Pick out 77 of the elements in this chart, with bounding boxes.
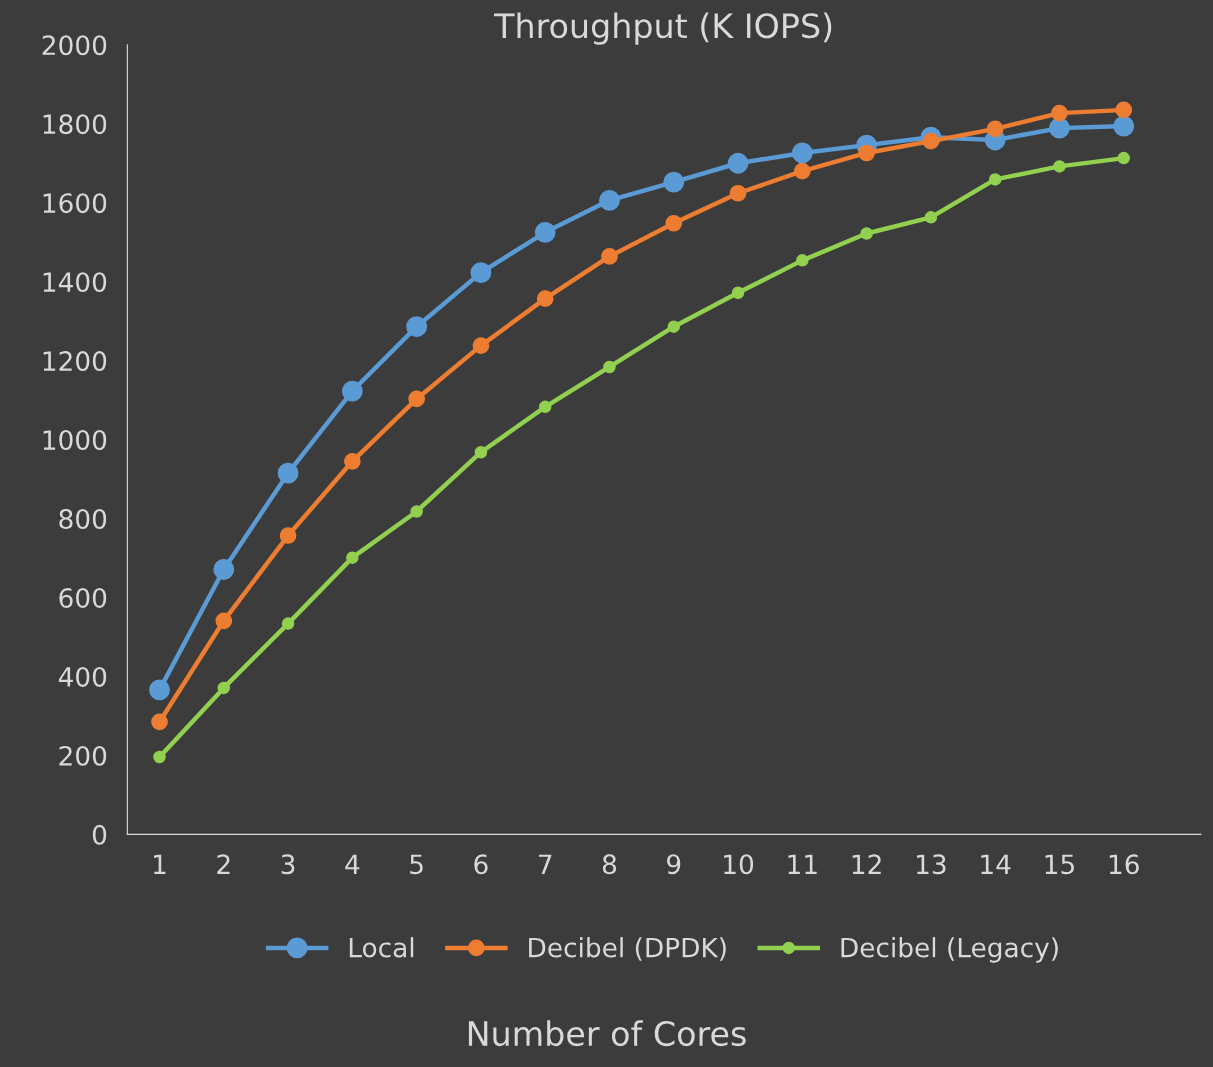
- x-tick-label: 16: [1109, 854, 1139, 875]
- x-tick-label: 4: [345, 854, 360, 874]
- point: [858, 144, 875, 162]
- point: [727, 152, 749, 174]
- point: [410, 505, 423, 518]
- y-tick-label: 1000: [43, 430, 107, 450]
- x-tick-label: 1: [154, 854, 166, 874]
- x-tick-label: 13: [917, 854, 946, 875]
- point: [474, 445, 488, 459]
- point: [922, 132, 940, 150]
- y-tick-label: 2000: [42, 35, 107, 56]
- point: [281, 617, 295, 630]
- x-tick-label: 7: [538, 854, 552, 874]
- point: [277, 462, 299, 484]
- point: [986, 120, 1004, 138]
- point: [344, 452, 361, 470]
- x-tick-label: 12: [852, 854, 881, 874]
- y-tick-label: 1800: [43, 114, 107, 135]
- point: [791, 142, 813, 164]
- point: [1115, 101, 1133, 119]
- point: [1051, 104, 1068, 122]
- point: [215, 612, 233, 630]
- point: [1117, 151, 1130, 165]
- point: [536, 290, 554, 307]
- point: [1053, 160, 1066, 173]
- x-tick-label: 9: [667, 854, 681, 875]
- point: [217, 681, 231, 695]
- point: [665, 214, 683, 232]
- point: [924, 211, 938, 224]
- y-tick-label: 400: [58, 666, 107, 687]
- legend-label: Decibel (Legacy): [841, 937, 1058, 963]
- point: [663, 171, 685, 193]
- x-axis-title: Number of Cores: [468, 1020, 746, 1047]
- point: [538, 400, 552, 414]
- point: [346, 551, 359, 564]
- point: [729, 184, 747, 202]
- point: [472, 337, 490, 354]
- y-tick-label: 600: [59, 587, 107, 608]
- point: [603, 360, 616, 374]
- point: [1049, 117, 1070, 139]
- point: [213, 559, 235, 580]
- point: [408, 390, 425, 408]
- y-tick-label: 1200: [43, 351, 107, 372]
- point: [793, 162, 811, 180]
- point: [534, 221, 556, 243]
- point: [149, 679, 170, 701]
- y-tick-label: 0: [92, 824, 107, 845]
- point: [601, 248, 618, 265]
- point: [667, 320, 681, 333]
- y-tick-label: 1400: [43, 272, 107, 293]
- x-tick-label: 8: [602, 854, 617, 875]
- point: [406, 316, 428, 338]
- point: [1113, 115, 1135, 137]
- x-tick-label: 5: [410, 854, 423, 875]
- legend-label: Local: [349, 937, 414, 958]
- point: [470, 262, 492, 284]
- x-tick-label: 2: [217, 854, 230, 874]
- point: [988, 173, 1002, 186]
- y-tick-label: 200: [59, 745, 107, 766]
- y-tick-label: 800: [59, 509, 107, 529]
- x-tick-label: 10: [724, 854, 754, 875]
- point: [731, 286, 745, 299]
- point: [860, 227, 873, 240]
- x-tick-label: 14: [981, 854, 1011, 874]
- point: [153, 750, 166, 764]
- legend-label: Decibel (DPDK): [529, 937, 726, 961]
- point: [151, 713, 168, 731]
- x-tick-label: 15: [1045, 854, 1074, 875]
- point: [796, 254, 809, 267]
- point: [341, 380, 363, 402]
- point: [599, 189, 620, 211]
- point: [279, 527, 297, 544]
- chart-title: Throughput (K IOPS): [494, 12, 832, 45]
- x-tick-label: 11: [788, 854, 817, 874]
- x-tick-label: 3: [281, 854, 295, 875]
- y-tick-label: 1600: [43, 193, 107, 214]
- x-tick-label: 6: [474, 854, 488, 875]
